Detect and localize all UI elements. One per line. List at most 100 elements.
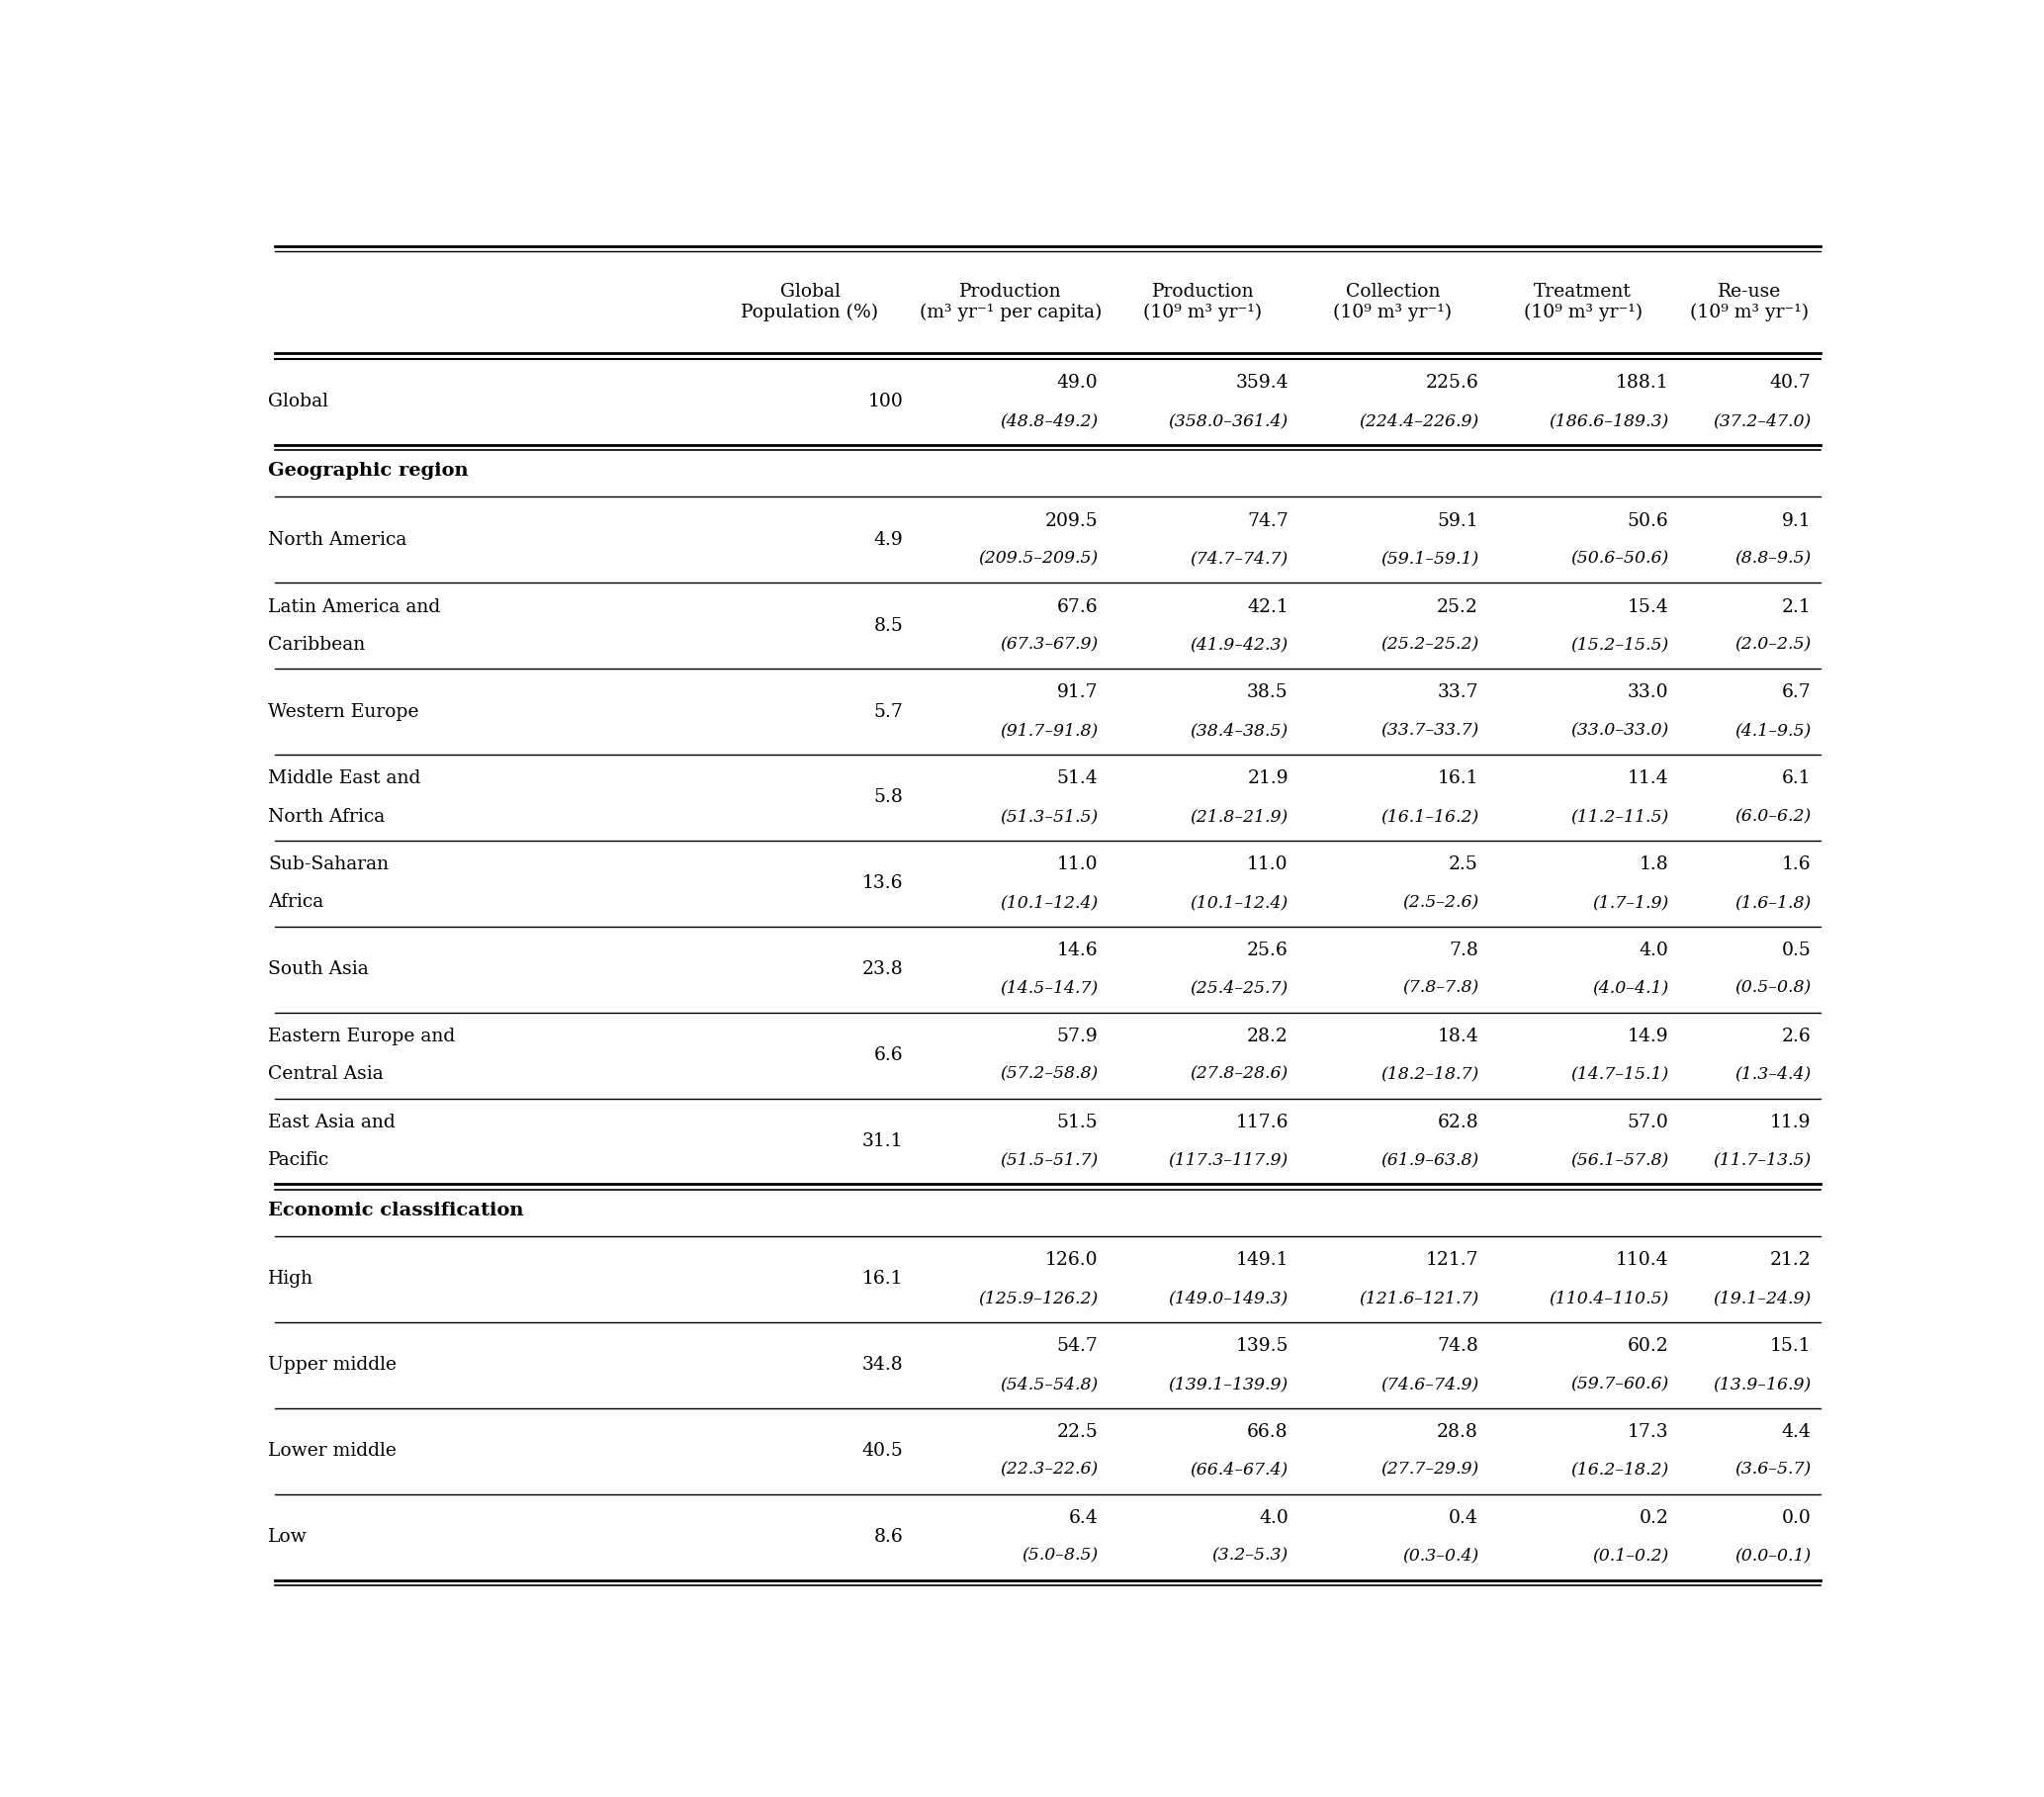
Text: (224.4–226.9): (224.4–226.9) bbox=[1359, 412, 1478, 429]
Text: 6.4: 6.4 bbox=[1069, 1509, 1098, 1527]
Text: 5.7: 5.7 bbox=[875, 703, 903, 721]
Text: (139.1–139.9): (139.1–139.9) bbox=[1169, 1377, 1288, 1393]
Text: (7.8–7.8): (7.8–7.8) bbox=[1402, 979, 1478, 997]
Text: (15.2–15.5): (15.2–15.5) bbox=[1570, 636, 1668, 652]
Text: North America: North America bbox=[268, 530, 407, 548]
Text: 54.7: 54.7 bbox=[1057, 1337, 1098, 1355]
Text: (91.7–91.8): (91.7–91.8) bbox=[1000, 722, 1098, 739]
Text: Global
Population (%): Global Population (%) bbox=[742, 284, 879, 322]
Text: 91.7: 91.7 bbox=[1057, 685, 1098, 701]
Text: (0.0–0.1): (0.0–0.1) bbox=[1735, 1547, 1811, 1565]
Text: 11.9: 11.9 bbox=[1770, 1114, 1811, 1132]
Text: 5.8: 5.8 bbox=[875, 789, 903, 807]
Text: 15.4: 15.4 bbox=[1627, 598, 1668, 616]
Text: Low: Low bbox=[268, 1527, 307, 1545]
Text: 57.9: 57.9 bbox=[1057, 1028, 1098, 1046]
Text: (209.5–209.5): (209.5–209.5) bbox=[979, 550, 1098, 568]
Text: Middle East and: Middle East and bbox=[268, 769, 421, 787]
Text: Production
(10⁹ m³ yr⁻¹): Production (10⁹ m³ yr⁻¹) bbox=[1143, 284, 1263, 322]
Text: (125.9–126.2): (125.9–126.2) bbox=[979, 1290, 1098, 1306]
Text: (56.1–57.8): (56.1–57.8) bbox=[1570, 1152, 1668, 1168]
Text: (11.7–13.5): (11.7–13.5) bbox=[1713, 1152, 1811, 1168]
Text: 11.4: 11.4 bbox=[1627, 769, 1668, 787]
Text: (51.3–51.5): (51.3–51.5) bbox=[1000, 809, 1098, 825]
Text: 117.6: 117.6 bbox=[1235, 1114, 1288, 1132]
Text: 188.1: 188.1 bbox=[1615, 374, 1668, 392]
Text: (1.7–1.9): (1.7–1.9) bbox=[1592, 893, 1668, 911]
Text: 21.9: 21.9 bbox=[1247, 769, 1288, 787]
Text: 9.1: 9.1 bbox=[1782, 512, 1811, 530]
Text: 34.8: 34.8 bbox=[863, 1357, 903, 1375]
Text: (186.6–189.3): (186.6–189.3) bbox=[1549, 412, 1668, 429]
Text: Caribbean: Caribbean bbox=[268, 636, 366, 654]
Text: (2.5–2.6): (2.5–2.6) bbox=[1402, 893, 1478, 911]
Text: 1.6: 1.6 bbox=[1782, 855, 1811, 873]
Text: (22.3–22.6): (22.3–22.6) bbox=[1000, 1461, 1098, 1479]
Text: (2.0–2.5): (2.0–2.5) bbox=[1735, 636, 1811, 652]
Text: South Asia: South Asia bbox=[268, 961, 368, 978]
Text: 28.8: 28.8 bbox=[1437, 1423, 1478, 1441]
Text: 6.7: 6.7 bbox=[1782, 685, 1811, 701]
Text: 2.5: 2.5 bbox=[1449, 855, 1478, 873]
Text: (149.0–149.3): (149.0–149.3) bbox=[1169, 1290, 1288, 1306]
Text: 57.0: 57.0 bbox=[1627, 1114, 1668, 1132]
Text: (37.2–47.0): (37.2–47.0) bbox=[1713, 412, 1811, 429]
Text: Geographic region: Geographic region bbox=[268, 462, 468, 480]
Text: 25.6: 25.6 bbox=[1247, 942, 1288, 960]
Text: 38.5: 38.5 bbox=[1247, 685, 1288, 701]
Text: (19.1–24.9): (19.1–24.9) bbox=[1713, 1290, 1811, 1306]
Text: Collection
(10⁹ m³ yr⁻¹): Collection (10⁹ m³ yr⁻¹) bbox=[1333, 284, 1453, 322]
Text: 225.6: 225.6 bbox=[1425, 374, 1478, 392]
Text: (38.4–38.5): (38.4–38.5) bbox=[1190, 722, 1288, 739]
Text: 0.4: 0.4 bbox=[1449, 1509, 1478, 1527]
Text: 25.2: 25.2 bbox=[1437, 598, 1478, 616]
Text: 49.0: 49.0 bbox=[1057, 374, 1098, 392]
Text: 1.8: 1.8 bbox=[1639, 855, 1668, 873]
Text: 15.1: 15.1 bbox=[1770, 1337, 1811, 1355]
Text: Latin America and: Latin America and bbox=[268, 598, 442, 616]
Text: 0.0: 0.0 bbox=[1782, 1509, 1811, 1527]
Text: (0.3–0.4): (0.3–0.4) bbox=[1402, 1547, 1478, 1565]
Text: (10.1–12.4): (10.1–12.4) bbox=[1000, 893, 1098, 911]
Text: 40.5: 40.5 bbox=[863, 1443, 903, 1459]
Text: 4.0: 4.0 bbox=[1259, 1509, 1288, 1527]
Text: Sub-Saharan: Sub-Saharan bbox=[268, 855, 388, 873]
Text: 17.3: 17.3 bbox=[1627, 1423, 1668, 1441]
Text: (0.1–0.2): (0.1–0.2) bbox=[1592, 1547, 1668, 1565]
Text: 2.1: 2.1 bbox=[1782, 598, 1811, 616]
Text: 4.4: 4.4 bbox=[1782, 1423, 1811, 1441]
Text: (10.1–12.4): (10.1–12.4) bbox=[1190, 893, 1288, 911]
Text: Eastern Europe and: Eastern Europe and bbox=[268, 1028, 456, 1046]
Text: 110.4: 110.4 bbox=[1615, 1251, 1668, 1269]
Text: (27.7–29.9): (27.7–29.9) bbox=[1380, 1461, 1478, 1479]
Text: 60.2: 60.2 bbox=[1627, 1337, 1668, 1355]
Text: 126.0: 126.0 bbox=[1044, 1251, 1098, 1269]
Text: 14.9: 14.9 bbox=[1627, 1028, 1668, 1046]
Text: (358.0–361.4): (358.0–361.4) bbox=[1169, 412, 1288, 429]
Text: North Africa: North Africa bbox=[268, 807, 384, 825]
Text: (27.8–28.6): (27.8–28.6) bbox=[1190, 1066, 1288, 1082]
Text: Treatment
(10⁹ m³ yr⁻¹): Treatment (10⁹ m³ yr⁻¹) bbox=[1523, 284, 1643, 322]
Text: (117.3–117.9): (117.3–117.9) bbox=[1169, 1152, 1288, 1168]
Text: (3.6–5.7): (3.6–5.7) bbox=[1735, 1461, 1811, 1479]
Text: (59.7–60.6): (59.7–60.6) bbox=[1570, 1377, 1668, 1393]
Text: 7.8: 7.8 bbox=[1449, 942, 1478, 960]
Text: 16.1: 16.1 bbox=[863, 1270, 903, 1288]
Text: 74.8: 74.8 bbox=[1437, 1337, 1478, 1355]
Text: 31.1: 31.1 bbox=[863, 1132, 903, 1150]
Text: (66.4–67.4): (66.4–67.4) bbox=[1190, 1461, 1288, 1479]
Text: (59.1–59.1): (59.1–59.1) bbox=[1380, 550, 1478, 568]
Text: 62.8: 62.8 bbox=[1437, 1114, 1478, 1132]
Text: 209.5: 209.5 bbox=[1044, 512, 1098, 530]
Text: Lower middle: Lower middle bbox=[268, 1443, 397, 1459]
Text: (1.6–1.8): (1.6–1.8) bbox=[1735, 893, 1811, 911]
Text: (33.0–33.0): (33.0–33.0) bbox=[1570, 722, 1668, 739]
Text: (51.5–51.7): (51.5–51.7) bbox=[1000, 1152, 1098, 1168]
Text: (16.2–18.2): (16.2–18.2) bbox=[1570, 1461, 1668, 1479]
Text: Pacific: Pacific bbox=[268, 1152, 329, 1170]
Text: 22.5: 22.5 bbox=[1057, 1423, 1098, 1441]
Text: 40.7: 40.7 bbox=[1770, 374, 1811, 392]
Text: (110.4–110.5): (110.4–110.5) bbox=[1549, 1290, 1668, 1306]
Text: 13.6: 13.6 bbox=[863, 875, 903, 893]
Text: (33.7–33.7): (33.7–33.7) bbox=[1380, 722, 1478, 739]
